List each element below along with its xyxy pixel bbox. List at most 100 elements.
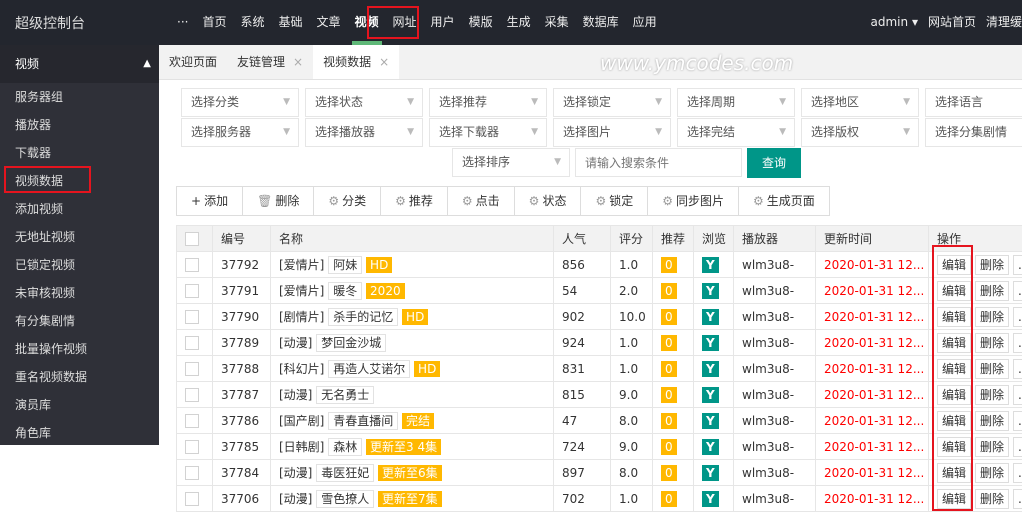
row-checkbox[interactable]: [185, 491, 199, 506]
edit-button[interactable]: 编辑: [937, 462, 972, 483]
video-name-link[interactable]: 雪色撩人: [316, 489, 375, 508]
select-all-checkbox[interactable]: [185, 231, 199, 246]
site-home-link[interactable]: 网站首页: [927, 15, 976, 29]
delete-button[interactable]: 删除: [975, 488, 1010, 509]
more-button[interactable]: ...: [1013, 488, 1022, 509]
more-button[interactable]: ...: [1013, 384, 1022, 405]
filter-select[interactable]: 选择推荐 ▼: [429, 88, 547, 117]
sort-select[interactable]: 选择排序 ▼: [452, 148, 570, 177]
view-badge[interactable]: Y: [702, 464, 719, 481]
view-badge[interactable]: Y: [702, 308, 719, 325]
recommend-badge[interactable]: 0: [661, 360, 677, 377]
sidebar-item[interactable]: 添加视频: [15, 202, 64, 216]
search-button[interactable]: 查询: [747, 148, 801, 178]
nav-item[interactable]: 首页: [202, 15, 227, 29]
filter-select[interactable]: 选择分集剧情: [925, 118, 1022, 147]
toolbar-button[interactable]: + 添加: [177, 187, 244, 215]
edit-button[interactable]: 编辑: [937, 306, 972, 327]
edit-button[interactable]: 编辑: [937, 488, 972, 509]
filter-select[interactable]: 选择图片 ▼: [553, 118, 671, 147]
sidebar-item[interactable]: 批量操作视频: [15, 342, 88, 356]
recommend-badge[interactable]: 0: [661, 438, 677, 455]
recommend-badge[interactable]: 0: [661, 334, 677, 351]
nav-item[interactable]: 用户: [430, 15, 455, 29]
close-icon[interactable]: ×: [379, 55, 390, 69]
nav-item[interactable]: 模版: [468, 15, 493, 29]
video-name-link[interactable]: 无名勇士: [316, 385, 375, 404]
recommend-badge[interactable]: 0: [661, 464, 677, 481]
more-button[interactable]: ...: [1013, 410, 1022, 431]
delete-button[interactable]: 删除: [975, 332, 1010, 353]
video-name-link[interactable]: 再造人艾诺尔: [328, 359, 411, 378]
row-checkbox[interactable]: [185, 335, 199, 350]
video-name-link[interactable]: 毒医狂妃: [316, 463, 375, 482]
tab[interactable]: 视频数据 ×: [313, 45, 400, 79]
toolbar-button[interactable]: ⚙ 同步图片: [648, 187, 740, 215]
row-checkbox[interactable]: [185, 309, 199, 324]
row-checkbox[interactable]: [185, 439, 199, 454]
toolbar-button[interactable]: ⚙ 推荐: [381, 187, 448, 215]
toolbar-button[interactable]: ⚙ 生成页面: [739, 187, 829, 215]
delete-button[interactable]: 删除: [975, 410, 1010, 431]
view-badge[interactable]: Y: [702, 438, 719, 455]
filter-select[interactable]: 选择语言: [925, 88, 1022, 117]
sidebar-item[interactable]: 演员库: [15, 398, 52, 412]
sidebar-item[interactable]: 已锁定视频: [15, 258, 76, 272]
edit-button[interactable]: 编辑: [937, 254, 972, 275]
delete-button[interactable]: 删除: [975, 280, 1010, 301]
edit-button[interactable]: 编辑: [937, 280, 972, 301]
delete-button[interactable]: 删除: [975, 384, 1010, 405]
toolbar-button[interactable]: ⚙ 点击: [448, 187, 515, 215]
recommend-badge[interactable]: 0: [661, 490, 677, 507]
more-button[interactable]: ...: [1013, 462, 1022, 483]
clear-cache-link[interactable]: 清理缓: [985, 15, 1022, 29]
recommend-badge[interactable]: 0: [661, 282, 677, 299]
sidebar-item[interactable]: 重名视频数据: [15, 370, 88, 384]
nav-item[interactable]: 视频: [348, 0, 386, 45]
sidebar-item[interactable]: 下载器: [15, 146, 52, 160]
delete-button[interactable]: 删除: [975, 306, 1010, 327]
search-input[interactable]: [575, 148, 742, 177]
filter-select[interactable]: 选择状态 ▼: [305, 88, 423, 117]
view-badge[interactable]: Y: [702, 282, 719, 299]
row-checkbox[interactable]: [185, 283, 199, 298]
delete-button[interactable]: 删除: [975, 436, 1010, 457]
sidebar-item[interactable]: 服务器组: [15, 90, 64, 104]
toolbar-button[interactable]: ⚙ 分类: [314, 187, 382, 215]
filter-select[interactable]: 选择地区 ▼: [801, 88, 919, 117]
recommend-badge[interactable]: 0: [661, 386, 677, 403]
row-checkbox[interactable]: [185, 387, 199, 402]
edit-button[interactable]: 编辑: [937, 410, 972, 431]
nav-item[interactable]: 生成: [506, 15, 531, 29]
row-checkbox[interactable]: [185, 361, 199, 376]
video-name-link[interactable]: 森林: [328, 437, 363, 456]
row-checkbox[interactable]: [185, 465, 199, 480]
filter-select[interactable]: 选择完结 ▼: [677, 118, 795, 147]
nav-item[interactable]: 数据库: [582, 15, 619, 29]
view-badge[interactable]: Y: [702, 412, 719, 429]
recommend-badge[interactable]: 0: [661, 256, 677, 273]
tab[interactable]: 友链管理 ×: [227, 45, 313, 79]
video-name-link[interactable]: 暖冬: [328, 281, 363, 300]
user-menu[interactable]: admin ▾: [870, 15, 918, 29]
more-button[interactable]: ...: [1013, 358, 1022, 379]
video-name-link[interactable]: 青春直播间: [328, 411, 399, 430]
delete-button[interactable]: 删除: [975, 358, 1010, 379]
view-badge[interactable]: Y: [702, 490, 719, 507]
nav-item[interactable]: 采集: [544, 15, 569, 29]
more-menu-icon[interactable]: ···: [177, 15, 189, 29]
nav-item[interactable]: 基础: [278, 15, 303, 29]
sidebar-group-video[interactable]: 视频 ▲: [0, 45, 159, 83]
recommend-badge[interactable]: 0: [661, 412, 677, 429]
view-badge[interactable]: Y: [702, 256, 719, 273]
sidebar-item[interactable]: 角色库: [15, 426, 52, 440]
edit-button[interactable]: 编辑: [937, 384, 972, 405]
row-checkbox[interactable]: [185, 257, 199, 272]
row-checkbox[interactable]: [185, 413, 199, 428]
view-badge[interactable]: Y: [702, 386, 719, 403]
more-button[interactable]: ...: [1013, 436, 1022, 457]
toolbar-button[interactable]: ⚙ 状态: [515, 187, 582, 215]
nav-item[interactable]: 应用: [632, 15, 657, 29]
filter-select[interactable]: 选择服务器 ▼: [181, 118, 299, 147]
view-badge[interactable]: Y: [702, 360, 719, 377]
